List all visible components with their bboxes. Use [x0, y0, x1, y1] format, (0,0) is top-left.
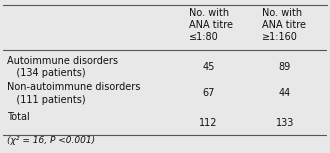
- Text: No. with
ANA titre
≤1:80: No. with ANA titre ≤1:80: [189, 7, 233, 42]
- Text: Total: Total: [7, 112, 29, 123]
- Text: Non-autoimmune disorders
   (111 patients): Non-autoimmune disorders (111 patients): [7, 82, 140, 105]
- Text: 44: 44: [279, 88, 291, 99]
- Text: (χ² = 16, P <0.001): (χ² = 16, P <0.001): [7, 136, 95, 146]
- Text: 112: 112: [199, 118, 218, 129]
- Text: 133: 133: [276, 118, 294, 129]
- Text: 45: 45: [203, 62, 215, 71]
- Text: Autoimmune disorders
   (134 patients): Autoimmune disorders (134 patients): [7, 56, 117, 78]
- Text: 89: 89: [279, 62, 291, 71]
- Text: 67: 67: [203, 88, 215, 99]
- Text: No. with
ANA titre
≥1:160: No. with ANA titre ≥1:160: [262, 7, 306, 42]
